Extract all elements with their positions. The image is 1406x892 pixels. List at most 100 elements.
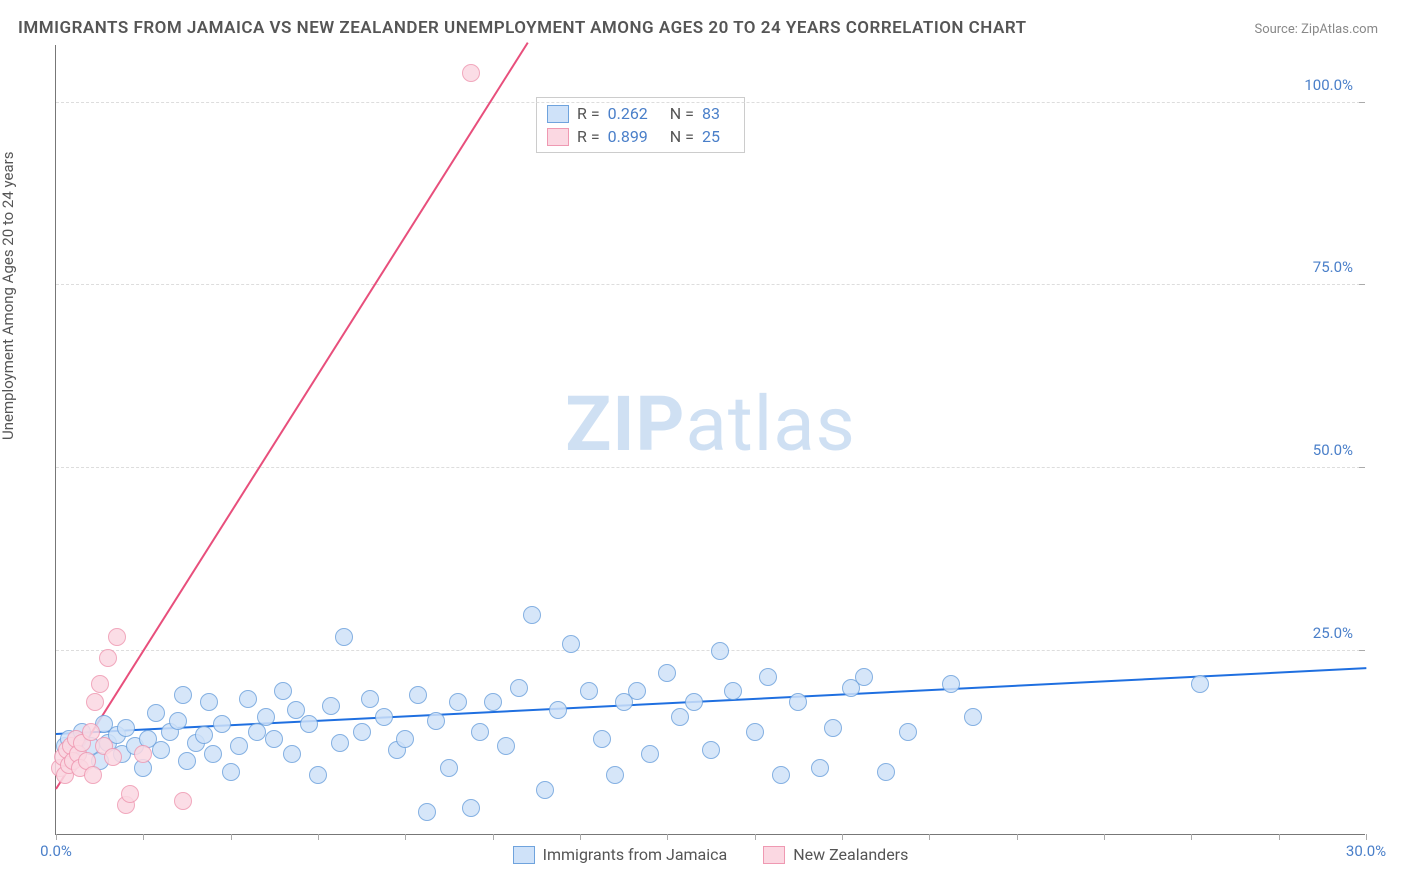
data-point bbox=[471, 723, 489, 741]
data-point bbox=[641, 745, 659, 763]
data-point bbox=[108, 628, 126, 646]
data-point bbox=[562, 635, 580, 653]
r-value: 0.262 bbox=[608, 104, 648, 123]
data-point bbox=[711, 642, 729, 660]
x-tick-mark bbox=[929, 834, 930, 840]
data-point bbox=[283, 745, 301, 763]
data-point bbox=[322, 697, 340, 715]
data-point bbox=[361, 690, 379, 708]
data-point bbox=[99, 649, 117, 667]
x-tick-mark bbox=[493, 834, 494, 840]
data-point bbox=[335, 628, 353, 646]
y-tick-mark bbox=[1359, 102, 1365, 103]
data-point bbox=[440, 759, 458, 777]
data-point bbox=[117, 719, 135, 737]
data-point bbox=[222, 763, 240, 781]
data-point bbox=[239, 690, 257, 708]
data-point bbox=[671, 708, 689, 726]
data-point bbox=[174, 792, 192, 810]
x-tick-mark bbox=[580, 834, 581, 840]
data-point bbox=[702, 741, 720, 759]
legend-label: Immigrants from Jamaica bbox=[543, 845, 728, 864]
chart-title: IMMIGRANTS FROM JAMAICA VS NEW ZEALANDER… bbox=[18, 18, 1027, 38]
data-point bbox=[772, 766, 790, 784]
data-point bbox=[855, 668, 873, 686]
data-point bbox=[169, 712, 187, 730]
data-point bbox=[200, 693, 218, 711]
x-tick-mark bbox=[755, 834, 756, 840]
data-point bbox=[274, 682, 292, 700]
data-point bbox=[265, 730, 283, 748]
data-point bbox=[724, 682, 742, 700]
data-point bbox=[309, 766, 327, 784]
data-point bbox=[396, 730, 414, 748]
data-point bbox=[287, 701, 305, 719]
x-tick-mark bbox=[1017, 834, 1018, 840]
legend-item: New Zealanders bbox=[763, 845, 908, 864]
data-point bbox=[152, 741, 170, 759]
data-point bbox=[86, 693, 104, 711]
data-point bbox=[91, 675, 109, 693]
y-tick-label: 100.0% bbox=[1304, 76, 1353, 94]
data-point bbox=[759, 668, 777, 686]
data-point bbox=[300, 715, 318, 733]
data-point bbox=[484, 693, 502, 711]
data-point bbox=[811, 759, 829, 777]
data-point bbox=[899, 723, 917, 741]
data-point bbox=[462, 799, 480, 817]
x-tick-label: 0.0% bbox=[40, 842, 72, 860]
data-point bbox=[230, 737, 248, 755]
data-point bbox=[628, 682, 646, 700]
legend-label: New Zealanders bbox=[793, 845, 908, 864]
data-point bbox=[510, 679, 528, 697]
data-point bbox=[257, 708, 275, 726]
n-value: 83 bbox=[702, 104, 720, 123]
y-tick-label: 50.0% bbox=[1313, 441, 1353, 459]
data-point bbox=[353, 723, 371, 741]
y-tick-mark bbox=[1359, 650, 1365, 651]
gridline bbox=[56, 284, 1365, 285]
y-tick-label: 25.0% bbox=[1313, 624, 1353, 642]
y-axis-label: Unemployment Among Ages 20 to 24 years bbox=[0, 152, 17, 440]
data-point bbox=[104, 748, 122, 766]
r-value: 0.899 bbox=[608, 127, 648, 146]
x-tick-mark bbox=[405, 834, 406, 840]
y-tick-mark bbox=[1359, 467, 1365, 468]
scatter-plot: ZIPatlas R =0.262N =83R =0.899N =25 Immi… bbox=[55, 45, 1365, 835]
x-tick-mark bbox=[1104, 834, 1105, 840]
data-point bbox=[593, 730, 611, 748]
data-point bbox=[82, 723, 100, 741]
x-tick-mark bbox=[231, 834, 232, 840]
correlation-legend: R =0.262N =83R =0.899N =25 bbox=[536, 97, 745, 153]
y-tick-label: 75.0% bbox=[1313, 258, 1353, 276]
data-point bbox=[331, 734, 349, 752]
data-point bbox=[964, 708, 982, 726]
data-point bbox=[204, 745, 222, 763]
data-point bbox=[580, 682, 598, 700]
data-point bbox=[84, 766, 102, 784]
x-tick-mark bbox=[1191, 834, 1192, 840]
data-point bbox=[462, 64, 480, 82]
legend-row: R =0.899N =25 bbox=[547, 125, 734, 148]
x-tick-label: 30.0% bbox=[1346, 842, 1386, 860]
data-point bbox=[174, 686, 192, 704]
data-point bbox=[418, 803, 436, 821]
data-point bbox=[427, 712, 445, 730]
data-point bbox=[497, 737, 515, 755]
data-point bbox=[134, 745, 152, 763]
data-point bbox=[606, 766, 624, 784]
data-point bbox=[549, 701, 567, 719]
x-tick-mark bbox=[1279, 834, 1280, 840]
gridline bbox=[56, 102, 1365, 103]
source-label: Source: ZipAtlas.com bbox=[1254, 22, 1378, 37]
data-point bbox=[824, 719, 842, 737]
n-label: N = bbox=[670, 127, 694, 146]
n-label: N = bbox=[670, 104, 694, 123]
x-tick-mark bbox=[667, 834, 668, 840]
gridline bbox=[56, 467, 1365, 468]
data-point bbox=[375, 708, 393, 726]
data-point bbox=[523, 606, 541, 624]
data-point bbox=[536, 781, 554, 799]
data-point bbox=[409, 686, 427, 704]
legend-swatch bbox=[547, 128, 569, 146]
